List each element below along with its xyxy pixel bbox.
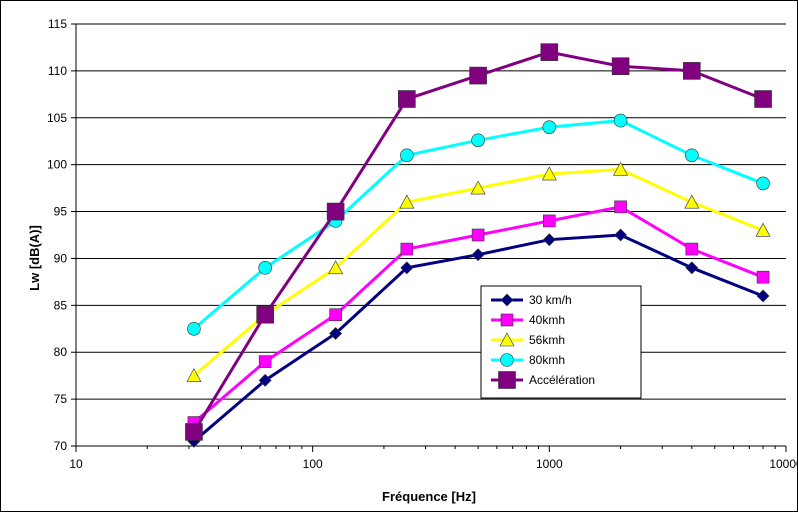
legend-entry: Accélération [491,371,595,389]
legend-entry: 80kmh [491,353,565,367]
x-tick-label: 10000 [769,457,797,471]
y-tick-label: 105 [47,111,67,125]
legend-swatch-marker [500,313,514,327]
legend-swatch-marker [500,353,514,367]
series-1 [187,200,770,429]
legend-label: 56kmh [529,333,565,347]
gridlines [76,23,786,447]
series-2 [186,161,771,382]
data-point [685,148,699,163]
y-tick-label: 100 [47,158,67,172]
data-point [613,161,629,176]
data-point [756,270,770,284]
data-point [470,180,486,195]
data-point [684,194,700,209]
series-line [192,167,764,377]
x-tick-labels: 10 100 1000 10000 [69,457,798,471]
data-point [400,242,414,256]
legend-swatch-marker [500,293,514,307]
y-tick-label: 95 [54,205,68,219]
data-point [400,261,414,275]
x-tick-label: 100 [303,457,323,471]
data-point [471,133,485,148]
x-tick-label: 10 [69,457,83,471]
data-point [258,373,272,387]
data-point [326,202,345,221]
y-tick-label: 75 [54,392,68,406]
y-tick-label: 90 [54,251,68,265]
data-point [328,260,344,275]
data-point [683,62,701,80]
series-0 [187,228,770,448]
data-point [471,228,485,242]
data-point [685,261,699,275]
data-point [541,166,557,181]
legend-entry: 30 km/h [491,293,572,307]
data-point [755,222,771,237]
data-point [542,120,557,134]
data-point [399,194,415,209]
data-point [186,368,202,382]
data-point [471,248,485,262]
y-tick-label: 70 [54,439,68,453]
data-point [258,355,272,368]
data-point [685,242,699,256]
legend-swatch-marker [499,332,515,347]
data-point [543,214,556,228]
data-point [469,66,487,85]
series-line [192,119,764,330]
series-line [192,233,764,443]
axes [71,23,787,452]
data-point [329,327,343,340]
data-point [185,423,203,441]
data-point [611,57,630,76]
data-point [258,261,272,275]
y-tick-labels: 70 75 80 85 90 95 100 105 110 115 [47,17,67,453]
data-point [542,233,556,247]
series [185,43,772,448]
legend-label: Accélération [529,373,595,387]
y-axis-label: Lw [dB(A)] [27,225,42,291]
y-tick-label: 85 [54,298,68,312]
x-tick-label: 1000 [536,457,563,471]
data-point [614,200,627,214]
data-point [756,176,770,191]
y-tick-label: 110 [48,64,67,78]
data-point [400,148,414,163]
legend-label: 80kmh [529,353,565,367]
data-point [613,113,628,128]
data-point [754,90,772,108]
legend-entry: 56kmh [491,332,565,347]
data-point [329,308,342,322]
series-4 [185,43,772,441]
data-point [256,305,274,324]
legend: 30 km/h 40kmh 56kmh 80kmh Accélération [480,285,642,399]
data-point [614,228,628,242]
x-axis-label: Fréquence [Hz] [382,489,476,504]
legend-label: 30 km/h [529,293,572,307]
legend-entry: 40kmh [491,313,565,327]
y-tick-label: 115 [48,17,67,31]
legend-swatch-marker [498,371,516,389]
data-point [398,90,416,108]
legend-label: 40kmh [529,313,565,327]
data-point [187,321,201,336]
y-tick-label: 80 [54,345,68,359]
data-point [540,43,559,61]
data-point [756,289,770,303]
